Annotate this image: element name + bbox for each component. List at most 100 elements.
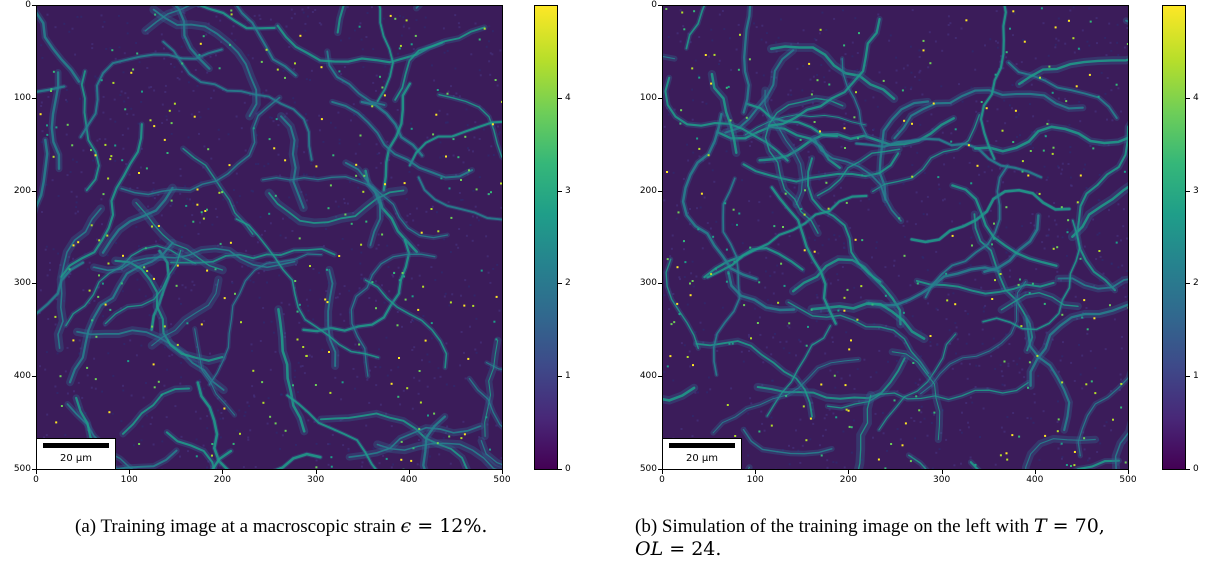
strain-hotspot bbox=[326, 301, 329, 304]
strain-hotspot bbox=[106, 234, 109, 237]
texture-speckle bbox=[1086, 226, 1088, 229]
texture-speckle bbox=[402, 25, 405, 28]
texture-speckle bbox=[290, 17, 293, 20]
texture-speckle bbox=[138, 61, 141, 64]
texture-speckle bbox=[1064, 309, 1067, 312]
colorbar-tick-mark bbox=[558, 283, 562, 285]
texture-speckle bbox=[1098, 173, 1101, 176]
texture-speckle bbox=[269, 222, 272, 225]
texture-speckle bbox=[123, 343, 126, 345]
texture-speckle bbox=[865, 142, 868, 145]
y-tick-mark bbox=[32, 97, 36, 99]
strain-hotspot bbox=[448, 187, 451, 190]
texture-speckle bbox=[793, 143, 796, 146]
texture-speckle bbox=[750, 402, 753, 405]
texture-speckle bbox=[478, 105, 481, 108]
caption-b-math-ol-rest: = 24. bbox=[663, 538, 722, 560]
texture-speckle bbox=[253, 395, 256, 398]
texture-speckle bbox=[41, 130, 44, 133]
texture-speckle bbox=[45, 434, 48, 437]
strain-hotspot bbox=[726, 404, 729, 406]
strain-hotspot bbox=[758, 281, 761, 284]
texture-speckle bbox=[671, 234, 674, 237]
strain-hotspot bbox=[170, 122, 173, 125]
strain-hotspot bbox=[954, 128, 957, 131]
texture-speckle bbox=[989, 153, 992, 156]
shear-band bbox=[920, 280, 1027, 395]
texture-speckle bbox=[1047, 54, 1050, 57]
texture-speckle bbox=[981, 328, 984, 331]
texture-speckle bbox=[960, 362, 963, 365]
shear-band bbox=[182, 147, 254, 235]
texture-speckle bbox=[307, 6, 310, 9]
texture-speckle bbox=[974, 386, 977, 388]
texture-speckle bbox=[138, 208, 141, 211]
texture-speckle bbox=[86, 429, 89, 432]
texture-speckle bbox=[1096, 451, 1099, 453]
texture-speckle bbox=[304, 410, 307, 413]
texture-speckle bbox=[377, 233, 380, 236]
strain-hotspot bbox=[381, 233, 384, 236]
texture-speckle bbox=[430, 266, 433, 269]
texture-speckle bbox=[1057, 39, 1060, 42]
texture-speckle bbox=[811, 342, 814, 345]
colorbar-a bbox=[534, 5, 558, 470]
texture-speckle bbox=[834, 238, 837, 241]
texture-speckle bbox=[872, 436, 874, 439]
texture-speckle bbox=[1069, 176, 1072, 179]
texture-speckle bbox=[691, 415, 694, 417]
texture-speckle bbox=[102, 95, 105, 98]
texture-speckle bbox=[975, 110, 978, 113]
texture-speckle bbox=[961, 223, 964, 226]
texture-speckle bbox=[158, 317, 161, 319]
texture-speckle bbox=[1126, 270, 1128, 272]
texture-speckle bbox=[477, 219, 480, 222]
strain-hotspot bbox=[810, 93, 813, 96]
strain-hotspot bbox=[60, 405, 63, 407]
texture-speckle bbox=[975, 224, 978, 227]
texture-speckle bbox=[137, 245, 140, 248]
texture-speckle bbox=[913, 420, 916, 422]
texture-speckle bbox=[1088, 44, 1091, 47]
texture-speckle bbox=[474, 205, 477, 208]
texture-speckle bbox=[442, 436, 445, 439]
strain-hotspot bbox=[1044, 135, 1047, 138]
texture-speckle bbox=[491, 30, 494, 33]
texture-speckle bbox=[807, 150, 810, 153]
texture-speckle bbox=[770, 99, 773, 102]
texture-speckle bbox=[788, 235, 791, 238]
strain-hotspot bbox=[157, 380, 160, 383]
texture-speckle bbox=[815, 320, 818, 323]
texture-speckle bbox=[1018, 357, 1021, 360]
texture-speckle bbox=[969, 456, 972, 459]
colorbar-tick-mark bbox=[558, 190, 562, 192]
shear-band bbox=[417, 176, 502, 221]
strain-hotspot bbox=[501, 100, 502, 103]
texture-speckle bbox=[392, 463, 395, 466]
texture-speckle bbox=[412, 48, 415, 51]
texture-speckle bbox=[265, 89, 268, 92]
texture-speckle bbox=[397, 52, 399, 55]
texture-speckle bbox=[293, 68, 296, 71]
texture-speckle bbox=[397, 366, 400, 369]
texture-speckle bbox=[297, 361, 300, 364]
y-tick-mark bbox=[32, 376, 36, 378]
y-tick-mark bbox=[658, 97, 662, 99]
texture-speckle bbox=[809, 78, 812, 81]
texture-speckle bbox=[930, 422, 933, 424]
shear-band bbox=[915, 279, 1055, 295]
texture-speckle bbox=[1122, 225, 1125, 228]
texture-speckle bbox=[930, 384, 933, 387]
texture-speckle bbox=[820, 310, 822, 313]
strain-hotspot bbox=[845, 408, 848, 411]
texture-speckle bbox=[776, 264, 779, 267]
texture-speckle bbox=[46, 413, 49, 416]
texture-speckle bbox=[922, 468, 925, 469]
texture-speckle bbox=[710, 28, 713, 31]
texture-speckle bbox=[1061, 355, 1064, 358]
texture-speckle bbox=[1061, 168, 1064, 171]
texture-speckle bbox=[122, 71, 125, 74]
strain-hotspot bbox=[850, 426, 853, 429]
shear-band bbox=[867, 266, 1000, 307]
texture-speckle bbox=[137, 122, 140, 125]
